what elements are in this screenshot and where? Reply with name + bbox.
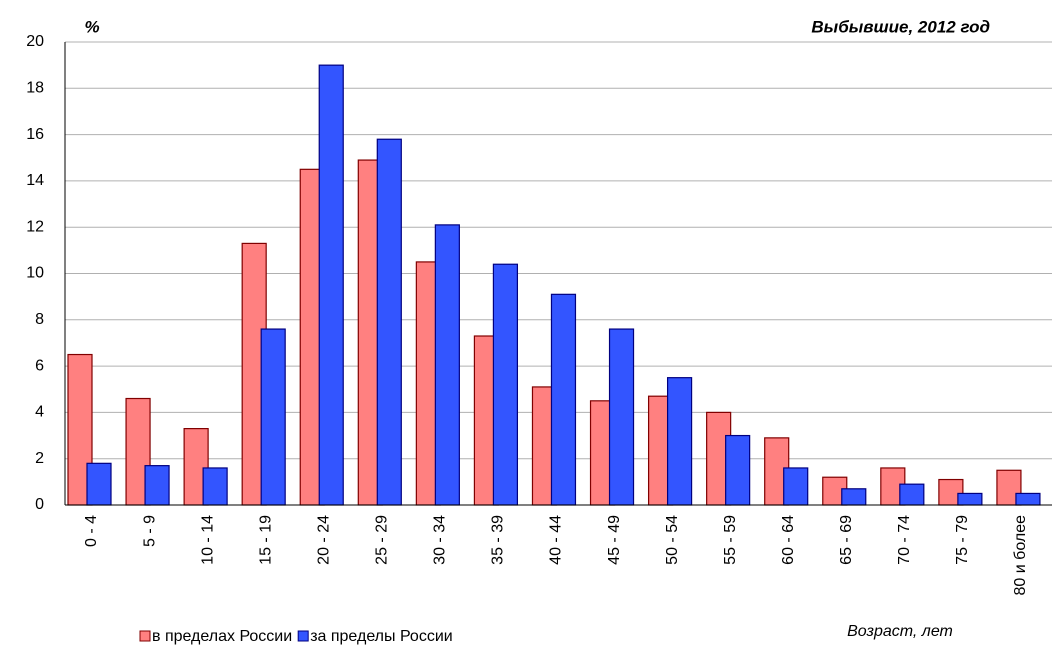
chart-title: Выбывшие, 2012 год — [811, 17, 990, 36]
y-tick-label: 2 — [35, 450, 44, 467]
x-tick-label: 30 - 34 — [432, 515, 449, 565]
bar — [202, 467, 228, 506]
y-tick-label: 4 — [35, 404, 44, 421]
x-tick-label: 50 - 54 — [664, 515, 681, 565]
y-tick-label: 6 — [35, 357, 44, 374]
x-axis-label: Возраст, лет — [847, 623, 953, 640]
legend-swatch — [139, 630, 151, 642]
bar — [608, 328, 635, 506]
bar — [86, 462, 112, 506]
bar — [841, 488, 867, 506]
bar — [376, 138, 402, 506]
y-tick-label: 0 — [35, 496, 44, 513]
x-tick-label: 55 - 59 — [722, 515, 739, 565]
bar — [492, 263, 519, 506]
y-axis-label: % — [84, 17, 99, 36]
y-tick-label: 8 — [35, 311, 44, 328]
y-tick-label: 10 — [26, 265, 44, 282]
x-tick-label: 20 - 24 — [315, 515, 332, 565]
x-tick-label: 35 - 39 — [490, 515, 507, 565]
y-tick-label: 18 — [26, 80, 44, 97]
bar — [434, 224, 460, 506]
x-tick-label: 80 и более — [1012, 515, 1029, 596]
bar — [725, 434, 751, 506]
x-tick-label: 0 - 4 — [83, 515, 100, 547]
x-tick-label: 45 - 49 — [606, 515, 623, 565]
y-tick-label: 14 — [26, 172, 44, 189]
legend-swatch — [297, 630, 309, 642]
legend-label: в пределах России — [152, 628, 292, 645]
x-tick-label: 40 - 44 — [548, 515, 565, 565]
y-tick-label: 16 — [26, 126, 44, 143]
bar — [899, 483, 925, 506]
bar — [957, 492, 983, 506]
y-tick-label: 20 — [26, 33, 44, 50]
x-tick-label: 65 - 69 — [838, 515, 855, 565]
x-tick-label: 60 - 64 — [780, 515, 797, 565]
bar — [144, 465, 170, 506]
bar — [666, 377, 693, 506]
x-tick-label: 25 - 29 — [374, 515, 391, 565]
legend-label: за пределы России — [310, 628, 453, 645]
bar — [550, 293, 577, 506]
bar — [260, 328, 286, 506]
x-tick-label: 70 - 74 — [896, 515, 913, 565]
x-tick-label: 5 - 9 — [141, 515, 158, 547]
bar — [783, 467, 809, 506]
x-tick-label: 15 - 19 — [257, 515, 274, 565]
bar — [1015, 492, 1041, 506]
x-tick-label: 75 - 79 — [954, 515, 971, 565]
bar — [318, 64, 344, 506]
x-tick-label: 10 - 14 — [199, 515, 216, 565]
y-tick-label: 12 — [26, 218, 44, 235]
